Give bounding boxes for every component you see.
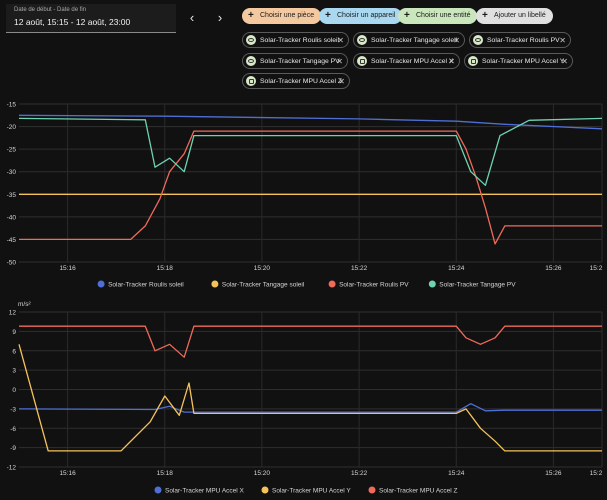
y-axis-unit-label: °: [18, 96, 21, 100]
close-icon[interactable]: ✕: [453, 36, 460, 45]
legend-swatch: [428, 280, 436, 288]
y-tick-label: 3: [12, 368, 16, 375]
entity-chip-mpu-accel-z[interactable]: Solar-Tracker MPU Accel Z ✕: [242, 73, 350, 89]
x-tick-label: 15:20: [254, 470, 271, 477]
x-tick-label: 15:20: [254, 265, 271, 272]
choose-entity-button[interactable]: + Choisir une entité: [398, 8, 478, 24]
close-icon[interactable]: ✕: [337, 36, 344, 45]
y-tick-label: -15: [7, 102, 17, 109]
legend-swatch: [261, 486, 269, 494]
legend-item-label[interactable]: Solar-Tracker Tangage soleil: [222, 282, 305, 289]
close-icon[interactable]: ✕: [336, 57, 343, 66]
x-tick-label: 15:18: [157, 265, 174, 272]
legend-item-label[interactable]: Solar-Tracker Roulis soleil: [108, 282, 184, 289]
cube-icon: [357, 56, 367, 66]
add-label-label: Ajouter un libellé: [494, 12, 546, 19]
eye-icon: [473, 35, 483, 45]
plus-icon: +: [404, 10, 410, 21]
entity-chip-label: Solar-Tracker Tangage soleil: [371, 37, 458, 44]
choose-entity-label: Choisir une entité: [416, 12, 471, 19]
y-tick-label: 9: [12, 329, 16, 336]
x-tick-label: 15:16: [59, 265, 76, 272]
x-tick-label: 15:2: [590, 470, 603, 477]
entity-chip-tangage-soleil[interactable]: Solar-Tracker Tangage soleil ✕: [353, 32, 465, 48]
x-tick-label: 15:24: [448, 265, 465, 272]
series-line[interactable]: [18, 344, 602, 452]
cube-icon: [468, 56, 478, 66]
eye-icon: [357, 35, 367, 45]
entity-chip-label: Solar-Tracker Tangage PV: [260, 58, 340, 65]
next-period-button[interactable]: ›: [217, 10, 223, 25]
choose-device-label: Choisir un appareil: [337, 12, 396, 19]
cube-icon: [246, 76, 256, 86]
legend-item-label[interactable]: Solar-Tracker MPU Accel X: [165, 488, 245, 495]
x-tick-label: 15:18: [157, 470, 174, 477]
x-tick-label: 15:22: [351, 265, 368, 272]
legend-item-label[interactable]: Solar-Tracker Tangage PV: [439, 282, 516, 289]
entity-chip-mpu-accel-y[interactable]: Solar-Tracker MPU Accel Y ✕: [464, 53, 573, 69]
legend-swatch: [368, 486, 376, 494]
series-line[interactable]: [18, 117, 603, 186]
angle-chart[interactable]: °-15 -20 -25 -30 -35 -40 -45 -50 15:16 15:18 15:20…: [0, 96, 607, 296]
y-tick-label: -45: [7, 237, 17, 244]
entity-chip-label: Solar-Tracker MPU Accel Y: [482, 58, 565, 65]
series-line[interactable]: [19, 130, 602, 245]
series-line[interactable]: [19, 325, 602, 358]
choose-room-label: Choisir une pièce: [260, 12, 315, 19]
previous-period-button[interactable]: ‹: [189, 10, 195, 25]
close-icon[interactable]: ✕: [559, 36, 566, 45]
legend-item-label[interactable]: Solar-Tracker MPU Accel Y: [272, 488, 351, 495]
x-tick-label: 15:26: [545, 265, 562, 272]
date-range-picker[interactable]: Date de début - Date de fin 12 août, 15:…: [6, 4, 176, 33]
date-range-value: 12 août, 15:15 - 12 août, 23:00: [14, 17, 131, 27]
y-tick-label: -9: [10, 445, 16, 452]
x-tick-label: 15:24: [448, 470, 465, 477]
y-tick-label: -35: [7, 192, 17, 199]
y-tick-label: -6: [10, 426, 16, 433]
entity-chip-label: Solar-Tracker Roulis PV: [487, 37, 560, 44]
x-tick-label: 15:2: [590, 265, 603, 272]
date-range-label: Date de début - Date de fin: [14, 7, 87, 13]
add-label-button[interactable]: + Ajouter un libellé: [476, 8, 553, 24]
eye-icon: [246, 35, 256, 45]
y-tick-label: -40: [7, 214, 17, 221]
y-tick-label: -20: [7, 124, 17, 131]
eye-icon: [246, 56, 256, 66]
legend-swatch: [154, 486, 162, 494]
legend-swatch: [211, 280, 219, 288]
entity-chip-mpu-accel-x[interactable]: Solar-Tracker MPU Accel X ✕: [353, 53, 460, 69]
y-tick-label: 6: [12, 348, 16, 355]
y-tick-label: 12: [9, 310, 17, 317]
x-tick-label: 15:16: [59, 470, 76, 477]
y-axis-unit-label: m/s²: [18, 301, 31, 308]
y-tick-label: -30: [7, 169, 17, 176]
entity-chip-label: Solar-Tracker Roulis soleil: [260, 37, 340, 44]
legend-item-label[interactable]: Solar-Tracker Roulis PV: [339, 282, 409, 289]
y-tick-label: -12: [7, 465, 17, 472]
legend-swatch: [328, 280, 336, 288]
choose-device-button[interactable]: + Choisir un appareil: [319, 8, 403, 24]
entity-chip-label: Solar-Tracker MPU Accel X: [371, 58, 454, 65]
y-tick-label: -3: [10, 406, 16, 413]
close-icon[interactable]: ✕: [561, 57, 568, 66]
y-tick-label: 0: [12, 387, 16, 394]
entity-chip-roulis-pv[interactable]: Solar-Tracker Roulis PV ✕: [469, 32, 571, 48]
x-tick-label: 15:26: [545, 470, 562, 477]
plus-icon: +: [325, 10, 331, 21]
plus-icon: +: [482, 10, 488, 21]
legend-item-label[interactable]: Solar-Tracker MPU Accel Z: [379, 488, 458, 495]
y-tick-label: -50: [7, 260, 17, 267]
entity-chip-roulis-soleil[interactable]: Solar-Tracker Roulis soleil ✕: [242, 32, 349, 48]
entity-chip-tangage-pv[interactable]: Solar-Tracker Tangage PV ✕: [242, 53, 348, 69]
close-icon[interactable]: ✕: [448, 57, 455, 66]
x-tick-label: 15:22: [351, 470, 368, 477]
y-tick-label: -25: [7, 147, 17, 154]
choose-room-button[interactable]: + Choisir une pièce: [242, 8, 322, 24]
series-line[interactable]: [18, 403, 602, 413]
legend-swatch: [97, 280, 105, 288]
plus-icon: +: [248, 10, 254, 21]
close-icon[interactable]: ✕: [338, 77, 345, 86]
entity-chip-label: Solar-Tracker MPU Accel Z: [260, 78, 343, 85]
